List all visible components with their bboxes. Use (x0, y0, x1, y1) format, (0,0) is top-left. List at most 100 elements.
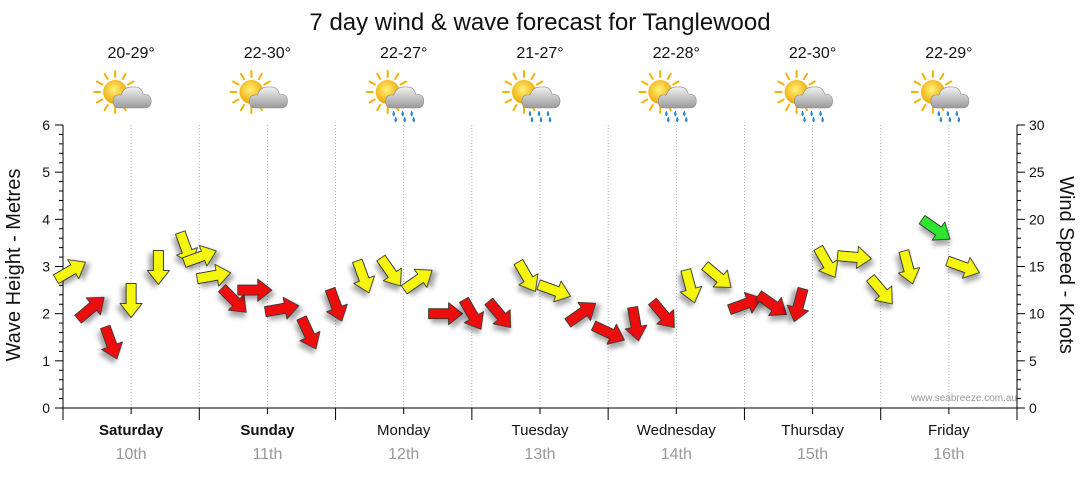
temperature-label: 22-28° (653, 45, 700, 62)
day-name-label: Wednesday (637, 422, 716, 439)
wind-arrow-shape (701, 261, 732, 288)
day-date-label: 11th (252, 446, 282, 463)
wind-arrow (324, 287, 348, 322)
wind-arrow (428, 302, 464, 326)
y-tick-label-left: 4 (42, 211, 50, 227)
wind-arrow (727, 292, 762, 315)
day-date-label: 15th (797, 446, 828, 463)
wind-arrow (352, 258, 375, 294)
partly-cloudy-icon (93, 70, 152, 114)
wind-arrow-shape (218, 284, 247, 313)
day-name-label: Tuesday (512, 422, 569, 439)
y-tick-label-left: 2 (42, 306, 50, 322)
wind-arrow (897, 249, 921, 285)
wind-arrow-shape (459, 296, 484, 330)
temperature-label: 22-27° (380, 45, 427, 62)
wind-arrow (146, 250, 170, 285)
day-date-label: 16th (933, 446, 964, 463)
wind-arrow-shape (182, 244, 217, 268)
y-tick-label-right: 20 (1029, 211, 1045, 227)
wind-arrow (701, 261, 732, 288)
y-tick-label-left: 5 (42, 164, 50, 180)
wind-arrow-shape (119, 283, 143, 318)
weather-icons: 20-29° 22-30° 22-27° 21-27° 22-28° 22-30° 22-2… (93, 45, 973, 123)
wind-arrow-shape (513, 259, 539, 292)
wind-arrow-shape (100, 324, 123, 360)
wind-arrow-shape (727, 292, 762, 315)
wind-arrow (100, 324, 123, 360)
wind-arrow-shape (648, 297, 675, 328)
wind-arrow-shape (428, 302, 464, 326)
y-tick-label-left: 3 (42, 259, 50, 275)
wind-arrow (296, 315, 321, 350)
wind-arrow-shape (296, 315, 321, 350)
temperature-label: 22-29° (925, 45, 972, 62)
wind-arrow (918, 215, 951, 241)
wind-arrow-shape (52, 259, 86, 284)
wind-arrow (513, 259, 539, 292)
wind-arrow-shape (755, 290, 787, 316)
axes: 0 1 2 3 4 5 6 0 5 10 15 20 25 30 (42, 117, 1045, 420)
wind-arrow-shape (945, 255, 980, 279)
day-name-label: Saturday (99, 422, 164, 439)
showers-icon (365, 70, 425, 123)
wind-arrow-shape (264, 296, 300, 320)
wind-arrow-shape (195, 263, 232, 287)
wind-arrows (52, 215, 980, 360)
partly-cloudy-icon (229, 70, 288, 114)
temperature-label: 22-30° (244, 45, 291, 62)
y-tick-label-right: 5 (1029, 353, 1037, 369)
y-tick-label-right: 25 (1029, 164, 1045, 180)
wind-arrow-shape (836, 246, 872, 269)
y-tick-label-right: 30 (1029, 117, 1045, 133)
wind-arrow (755, 290, 787, 316)
wind-arrow (182, 244, 217, 268)
temperature-label: 20-29° (107, 45, 154, 62)
wind-arrow (264, 296, 300, 320)
wind-arrow-shape (376, 254, 402, 287)
wind-arrow (679, 268, 703, 304)
wind-arrow (237, 278, 273, 302)
wind-arrow-shape (352, 258, 375, 294)
wind-arrow-shape (786, 287, 809, 323)
wind-arrow (400, 268, 433, 295)
y-tick-label-left: 6 (42, 117, 50, 133)
wind-arrow (376, 254, 402, 287)
wind-arrow-shape (536, 279, 571, 303)
wind-arrow-shape (679, 268, 703, 304)
wind-arrow-shape (564, 301, 597, 328)
wind-arrow (484, 297, 512, 328)
showers-icon (774, 70, 833, 123)
wind-arrow (74, 296, 105, 324)
y-tick-label-right: 10 (1029, 306, 1045, 322)
day-name-label: Monday (377, 422, 431, 439)
day-date-label: 10th (116, 446, 147, 463)
wind-arrow (866, 274, 893, 305)
wind-arrow-shape (146, 250, 170, 285)
showers-icon (910, 70, 970, 123)
wind-arrow (536, 279, 571, 303)
wind-arrow-shape (624, 306, 648, 342)
day-date-label: 13th (524, 446, 555, 463)
wind-arrow (195, 263, 232, 287)
wind-arrow-shape (897, 249, 921, 285)
temperature-label: 22-30° (789, 45, 836, 62)
day-name-label: Thursday (781, 422, 844, 439)
wind-arrow-shape (813, 244, 839, 278)
chart-title: 7 day wind & wave forecast for Tanglewoo… (309, 9, 770, 36)
y-axis-left-label: Wave Height - Metres (3, 169, 25, 362)
wind-arrow-shape (74, 296, 105, 324)
y-tick-label-left: 1 (42, 353, 50, 369)
y-axis-right-label: Wind Speed - Knots (1055, 176, 1077, 354)
y-tick-label-right: 15 (1029, 259, 1045, 275)
wind-arrow (813, 244, 839, 278)
grid (130, 125, 950, 408)
wind-arrow-shape (591, 320, 625, 345)
showers-icon (638, 70, 697, 123)
wind-arrow (564, 301, 597, 328)
wind-arrow-shape (866, 274, 893, 305)
y-tick-label-left: 0 (42, 400, 50, 416)
wind-arrow (218, 284, 247, 313)
wind-arrow (836, 246, 872, 269)
